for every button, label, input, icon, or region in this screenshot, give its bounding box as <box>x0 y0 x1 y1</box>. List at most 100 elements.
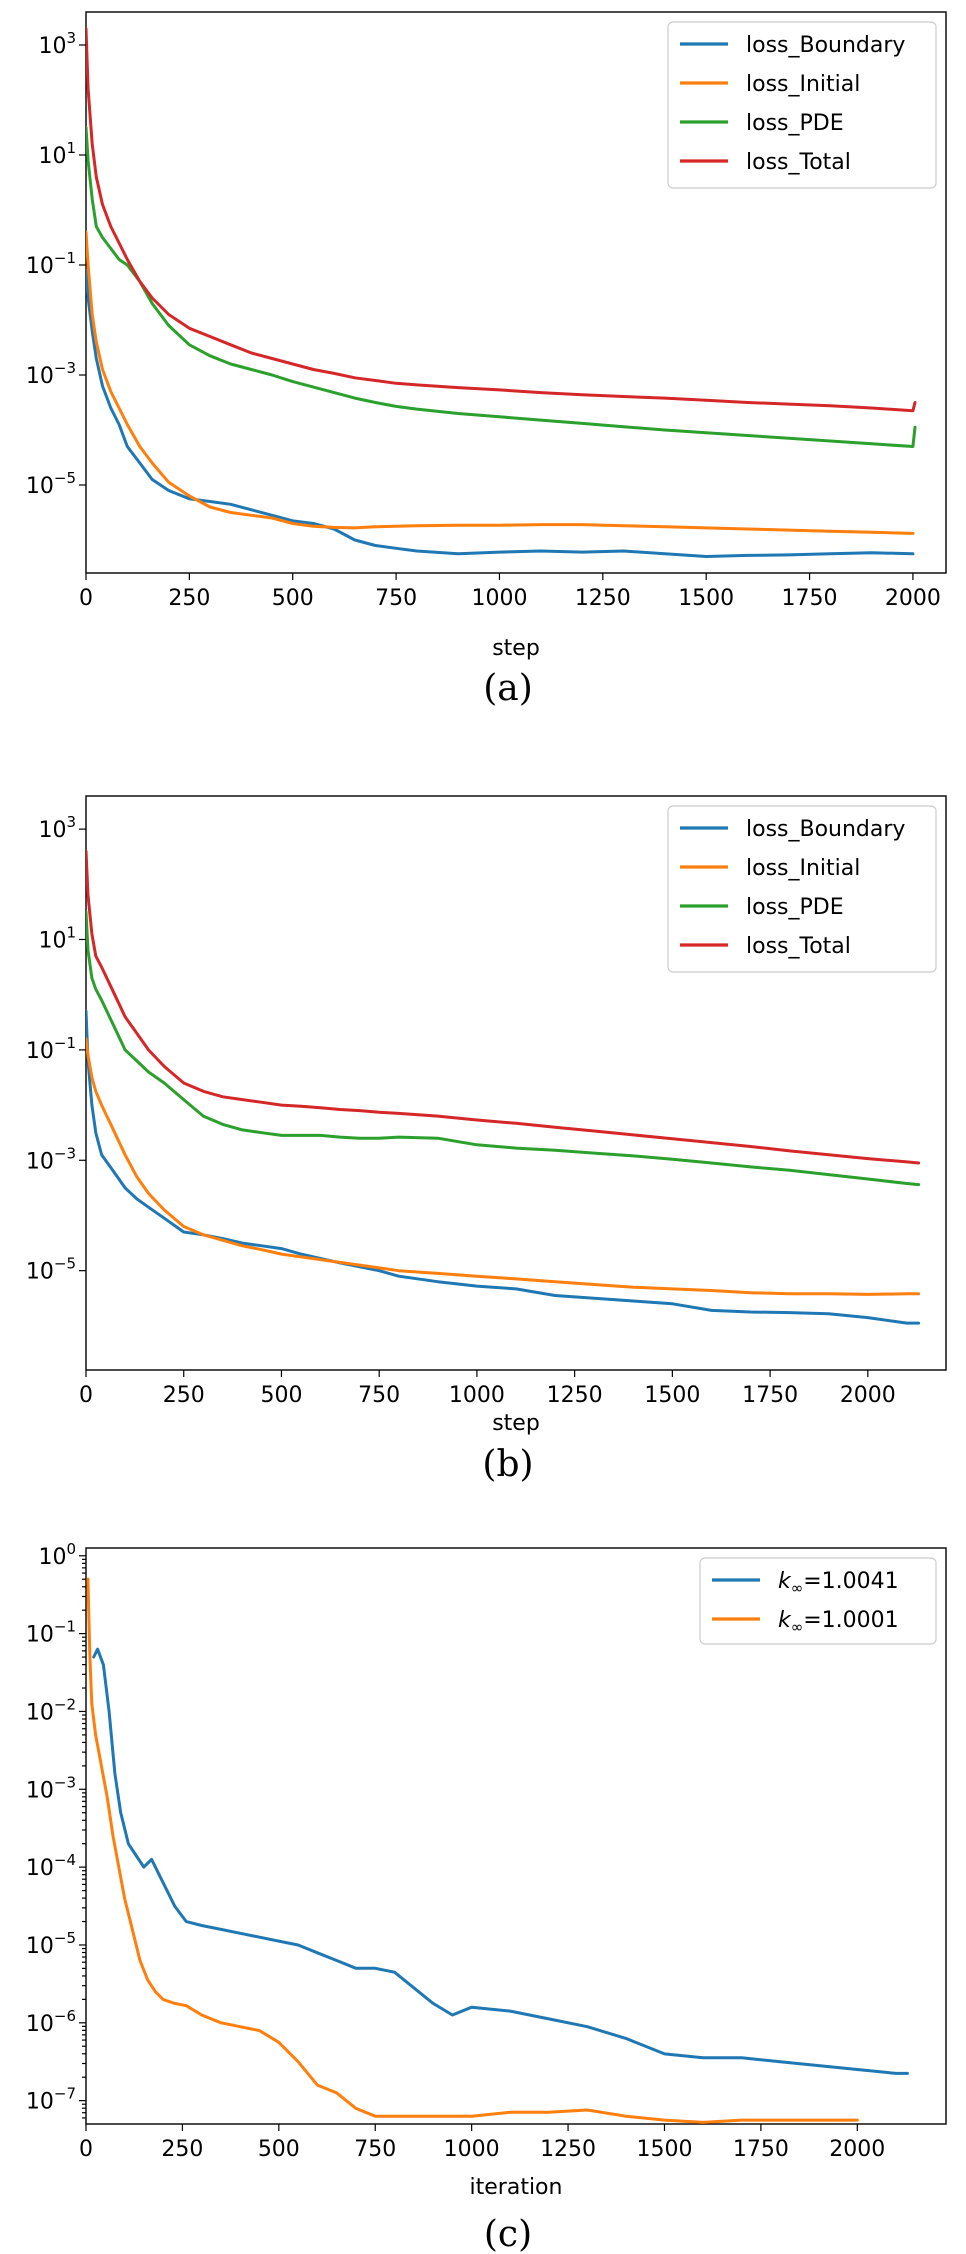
y-tick-exponent: 3 <box>66 813 76 831</box>
y-tick-exponent: −1 <box>54 1034 76 1052</box>
x-tick-label: 500 <box>258 2137 300 2162</box>
legend-label: loss_Boundary <box>746 817 905 842</box>
x-tick-label: 500 <box>260 1383 302 1408</box>
y-tick-exponent: −4 <box>54 1851 76 1869</box>
y-tick-base: 10 <box>26 364 54 389</box>
x-tick-label: 750 <box>375 586 417 611</box>
legend-label: k∞=1.0041 <box>778 1569 899 1597</box>
y-tick-exponent: −1 <box>54 1618 76 1636</box>
x-tick-label: 1750 <box>742 1383 798 1408</box>
legend-label: loss_Boundary <box>746 33 905 58</box>
x-axis-label: iteration <box>470 2175 563 2200</box>
y-tick-exponent: −3 <box>54 1773 76 1791</box>
legend-frame <box>667 21 937 189</box>
y-tick-label: 10−1 <box>26 1618 76 1648</box>
figure-caption: (b) <box>482 1444 533 1485</box>
series-line-loss-boundary <box>86 1009 921 1325</box>
chart-panel-2: 0 250 500 750 1000 1250 1500 1750 200010310110−1… <box>26 795 947 1485</box>
x-tick-label: 1000 <box>471 586 527 611</box>
series-line-loss-total <box>86 27 917 413</box>
y-tick-exponent: −6 <box>54 2007 76 2025</box>
y-tick-base: 10 <box>26 2012 54 2037</box>
x-tick-label: 750 <box>358 1383 400 1408</box>
x-tick-label: 750 <box>354 2137 396 2162</box>
legend-label: k∞=1.0001 <box>778 1608 899 1636</box>
x-axis-label: step <box>492 1411 540 1436</box>
y-tick-label: 101 <box>38 139 76 169</box>
y-tick-exponent: 0 <box>66 1540 76 1558</box>
x-tick-label: 2000 <box>840 1383 896 1408</box>
y-tick-base: 10 <box>38 929 66 954</box>
series-line-loss-pde <box>86 910 921 1187</box>
plot-area-frame <box>85 1547 947 2125</box>
x-tick-label: 250 <box>163 1383 205 1408</box>
series-line-loss-boundary <box>86 269 915 558</box>
y-tick-exponent: −1 <box>54 249 76 267</box>
legend-label: loss_Initial <box>746 72 860 97</box>
y-tick-base: 10 <box>26 1039 54 1064</box>
y-tick-label: 100 <box>38 1540 76 1570</box>
y-tick-exponent: 1 <box>66 139 76 157</box>
y-tick-exponent: −5 <box>54 1255 76 1273</box>
y-tick-label: 10−5 <box>26 1929 76 1959</box>
y-tick-label: 10−4 <box>26 1851 76 1881</box>
legend-label: loss_PDE <box>746 111 844 136</box>
series-line-loss-initial <box>86 230 915 535</box>
legend-label: loss_PDE <box>746 895 844 920</box>
legend-label: loss_Initial <box>746 856 860 881</box>
y-tick-label: 10−7 <box>26 2085 76 2115</box>
y-tick-base: 10 <box>26 1856 54 1881</box>
y-tick-label: 10−1 <box>26 1034 76 1064</box>
series-line-k-1-0041 <box>92 1647 909 2075</box>
x-tick-label: 1250 <box>547 1383 603 1408</box>
y-tick-label: 10−2 <box>26 1695 76 1725</box>
y-tick-base: 10 <box>26 474 54 499</box>
x-tick-label: 1000 <box>449 1383 505 1408</box>
y-tick-label: 10−3 <box>26 359 76 389</box>
y-tick-label: 103 <box>38 29 76 59</box>
legend-label: loss_Total <box>746 934 851 959</box>
x-tick-label: 1750 <box>782 586 838 611</box>
figure-caption: (a) <box>483 668 533 709</box>
legend: k∞=1.0041 k∞=1.0001 <box>699 1557 937 1645</box>
figure-caption: (c) <box>484 2214 532 2254</box>
x-tick-label: 250 <box>161 2137 203 2162</box>
y-tick-exponent: −5 <box>54 469 76 487</box>
y-tick-label: 10−5 <box>26 1255 76 1285</box>
y-tick-base: 10 <box>26 1260 54 1285</box>
y-tick-base: 10 <box>26 2090 54 2115</box>
y-tick-label: 10−5 <box>26 469 76 499</box>
y-tick-base: 10 <box>26 1623 54 1648</box>
x-tick-label: 0 <box>79 1383 93 1408</box>
y-tick-exponent: 1 <box>66 924 76 942</box>
y-tick-label: 10−1 <box>26 249 76 279</box>
y-tick-exponent: −3 <box>54 1144 76 1162</box>
legend: loss_Boundary loss_Initial loss_PDE loss_To… <box>667 805 937 973</box>
legend: loss_Boundary loss_Initial loss_PDE loss_To… <box>667 21 937 189</box>
x-tick-label: 0 <box>79 586 93 611</box>
x-axis-label: step <box>492 636 540 661</box>
x-tick-label: 1500 <box>678 586 734 611</box>
x-tick-label: 1000 <box>444 2137 500 2162</box>
chart-panel-3: 0 250 500 750 1000 1250 1500 1750 200010010−110−… <box>26 1540 947 2254</box>
series-line-loss-total <box>86 849 921 1165</box>
x-tick-label: 0 <box>79 2137 93 2162</box>
plot-area-frame <box>85 11 947 574</box>
x-tick-label: 500 <box>272 586 314 611</box>
y-tick-exponent: −5 <box>54 1929 76 1947</box>
plot-area-frame <box>85 795 947 1371</box>
x-tick-label: 2000 <box>829 2137 885 2162</box>
x-tick-label: 1250 <box>575 586 631 611</box>
y-tick-base: 10 <box>26 1934 54 1959</box>
y-tick-base: 10 <box>26 1700 54 1725</box>
y-tick-exponent: 3 <box>66 29 76 47</box>
series-line-loss-pde <box>86 126 917 448</box>
chart-panel-1: 0 250 500 750 1000 1250 1500 1750 200010310110−1… <box>26 11 947 709</box>
y-tick-exponent: −3 <box>54 359 76 377</box>
y-tick-label: 10−3 <box>26 1144 76 1174</box>
y-tick-base: 10 <box>26 254 54 279</box>
y-tick-label: 103 <box>38 813 76 843</box>
y-tick-base: 10 <box>38 818 66 843</box>
y-tick-base: 10 <box>26 1778 54 1803</box>
